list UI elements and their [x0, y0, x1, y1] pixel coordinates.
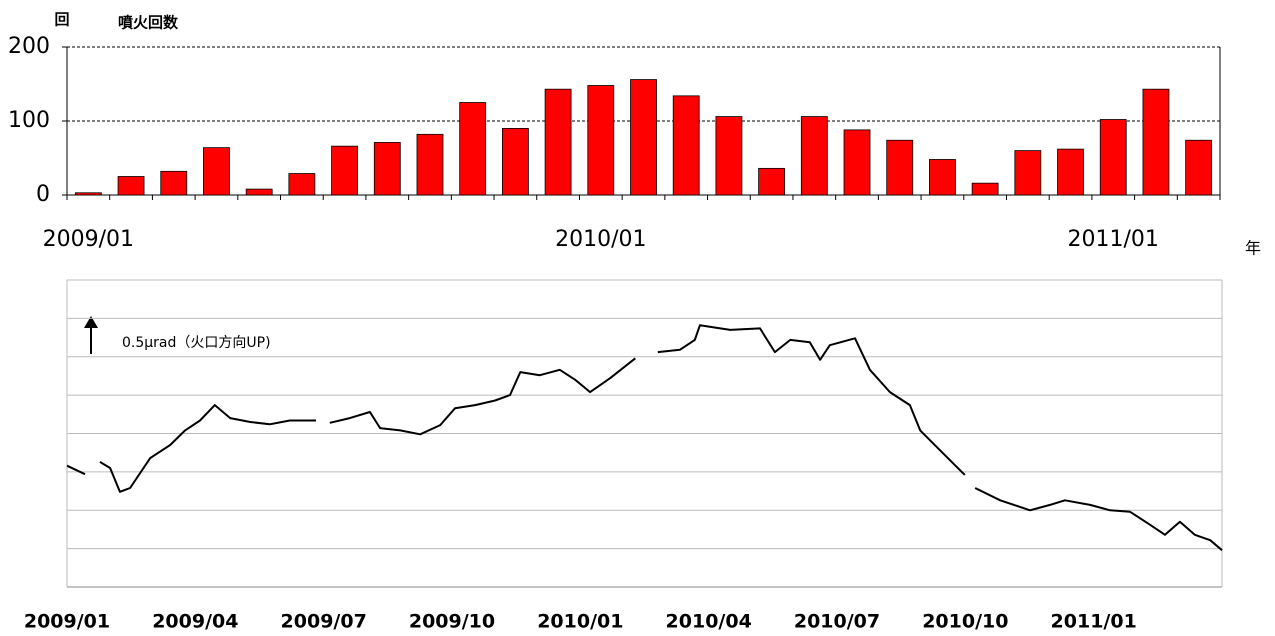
x-tick-label: 2011/01 — [1051, 611, 1137, 633]
bar — [373, 142, 401, 196]
bar — [630, 79, 657, 196]
bar — [758, 167, 786, 196]
bar — [672, 95, 700, 196]
bar — [544, 88, 572, 196]
bar — [886, 139, 914, 196]
annotation-arrowhead — [84, 316, 98, 328]
bar — [288, 173, 316, 196]
x-tick-label: 2010/07 — [794, 611, 880, 633]
annotation: 0.5μrad（火口方向UP) — [122, 335, 271, 351]
bar — [1099, 119, 1127, 196]
bar — [800, 116, 828, 196]
bar — [501, 127, 529, 196]
bar — [416, 133, 444, 196]
y-tick-label: 200 — [8, 34, 50, 59]
x-tick-label: 2009/04 — [152, 611, 238, 633]
y-tick-label: 100 — [8, 108, 50, 133]
bar — [971, 182, 999, 196]
bar — [1185, 139, 1213, 196]
x-tick-label: 2009/10 — [409, 611, 495, 633]
bar — [331, 145, 358, 196]
y-axis-label: 回 — [54, 11, 69, 29]
bar — [587, 85, 615, 196]
bar — [160, 170, 188, 196]
bar — [843, 129, 871, 196]
x-axis-label: 年 — [1245, 239, 1261, 258]
bar — [1142, 88, 1170, 196]
bar — [117, 176, 145, 196]
x-tick-label: 2009/01 — [24, 611, 110, 633]
bar — [1057, 148, 1084, 196]
x-tick-label: 2010/01 — [537, 611, 623, 633]
x-tick-label: 2010/01 — [555, 227, 646, 252]
bar — [245, 188, 273, 196]
x-tick-label: 2009/01 — [43, 227, 134, 252]
x-tick-label: 2010/04 — [666, 611, 752, 633]
x-tick-label: 2011/01 — [1068, 227, 1159, 252]
x-tick-label: 2009/07 — [281, 611, 367, 633]
y-tick-label: 0 — [36, 182, 50, 207]
bar — [715, 116, 743, 196]
bar — [203, 147, 230, 196]
line — [66, 324, 1223, 551]
bar — [929, 159, 956, 196]
chart-title: 噴火回数 — [118, 14, 179, 32]
bar — [1014, 150, 1042, 196]
x-tick-label: 2010/10 — [922, 611, 1008, 633]
bar — [74, 192, 102, 196]
bar — [459, 102, 487, 196]
